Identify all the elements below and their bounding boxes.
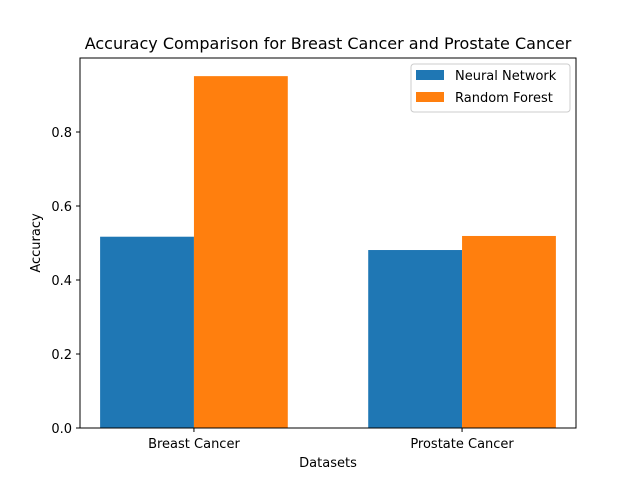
x-tick-label-breast-cancer: Breast Cancer (148, 437, 240, 452)
bar-random-forest-breast-cancer (193, 76, 288, 428)
bars-group (100, 76, 556, 428)
bar-neural-network-breast-cancer (100, 236, 194, 428)
x-axis-ticks: Breast Cancer Prostate Cancer (148, 428, 514, 452)
y-axis-label: Accuracy (29, 213, 44, 273)
chart-title: Accuracy Comparison for Breast Cancer an… (85, 34, 572, 53)
y-tick-label: 0.0 (51, 422, 72, 437)
x-axis-label: Datasets (299, 456, 357, 471)
bar-random-forest-prostate-cancer (462, 235, 556, 428)
legend-label-random-forest: Random Forest (455, 91, 553, 106)
legend-label-neural-network: Neural Network (455, 69, 557, 84)
y-axis-ticks: 0.0 0.2 0.4 0.6 0.8 (51, 126, 80, 437)
legend: Neural Network Random Forest (410, 63, 571, 113)
y-tick-label: 0.2 (51, 348, 72, 363)
x-tick-label-prostate-cancer: Prostate Cancer (410, 437, 514, 452)
y-tick-label: 0.4 (51, 274, 72, 289)
legend-swatch-neural-network (416, 70, 444, 80)
legend-box (410, 63, 571, 113)
y-tick-label: 0.6 (51, 200, 72, 215)
legend-swatch-random-forest (416, 92, 444, 102)
bar-neural-network-prostate-cancer (368, 250, 463, 428)
plot-area-frame (79, 57, 577, 429)
y-tick-label: 0.8 (51, 126, 72, 141)
